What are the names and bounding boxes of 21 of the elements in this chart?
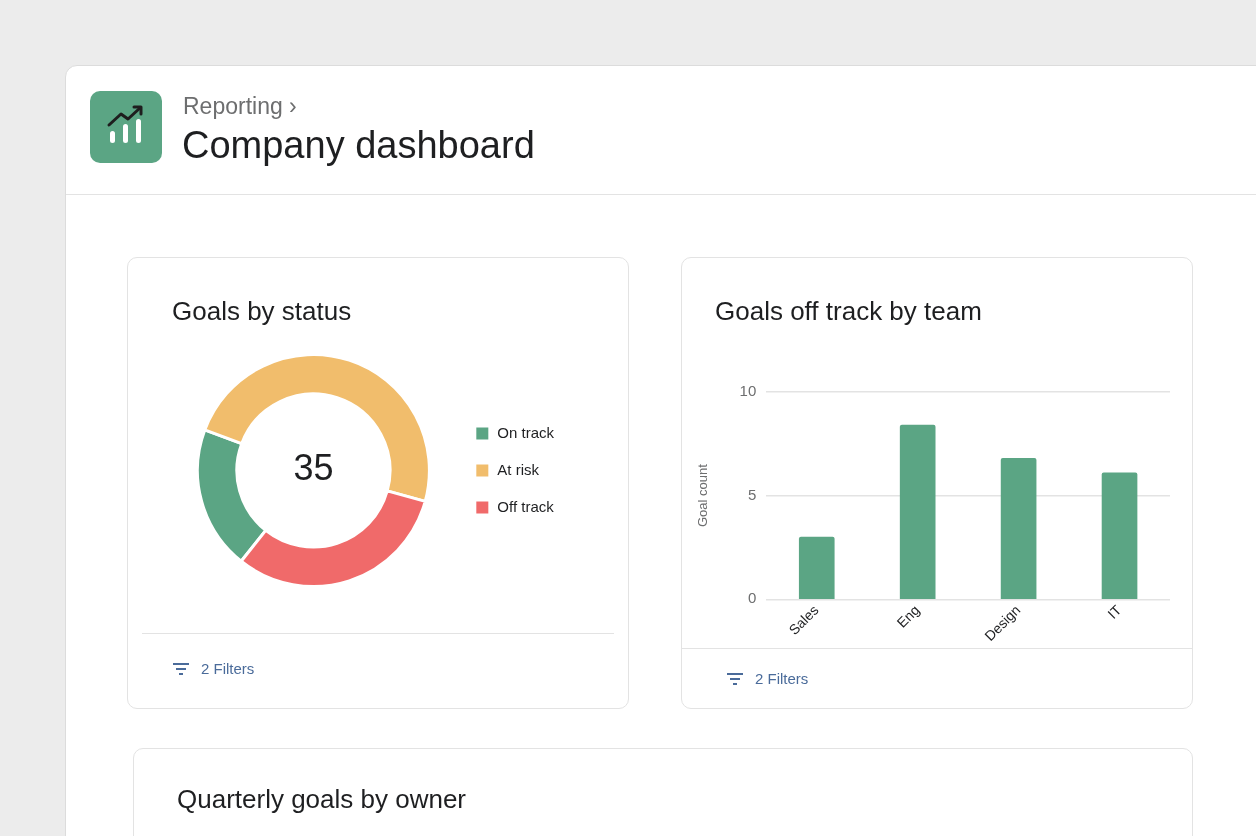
bar [1101,472,1138,599]
text: Company dashboard [182,124,535,167]
text: 35 [293,447,334,489]
text: Quarterly goals by owner [177,784,467,815]
text: 2 Filters [201,660,255,677]
text: 2 Filters [755,670,809,687]
bar [1000,458,1037,599]
text: Reporting › [183,93,297,120]
legend-label: At risk [497,460,540,478]
chart-title: Goals by status [172,296,352,327]
x-tick-label: Eng [893,601,923,631]
y-tick-label: 0 [747,589,757,607]
bar [798,536,835,599]
legend-label: On track [497,423,555,441]
bar [899,424,936,599]
chart-title: Goals off track by team [715,296,982,327]
x-tick-label: IT [1104,601,1125,622]
y-tick-label: 10 [739,382,757,400]
y-axis-title: Goal count [695,463,711,528]
y-tick-label: 5 [747,485,757,503]
legend-label: Off track [497,497,555,515]
